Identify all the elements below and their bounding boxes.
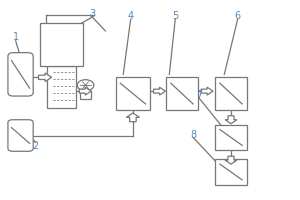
Text: 2: 2 (32, 141, 39, 151)
Polygon shape (154, 87, 166, 95)
Polygon shape (126, 113, 140, 122)
Polygon shape (38, 73, 52, 82)
FancyBboxPatch shape (80, 91, 91, 99)
Polygon shape (225, 156, 237, 164)
FancyBboxPatch shape (8, 53, 33, 96)
Text: 5: 5 (172, 11, 178, 21)
Circle shape (77, 80, 94, 91)
Text: 3: 3 (89, 9, 95, 19)
FancyBboxPatch shape (116, 77, 150, 110)
FancyBboxPatch shape (47, 66, 76, 108)
Text: 4: 4 (128, 11, 134, 21)
FancyBboxPatch shape (215, 125, 247, 150)
Text: 8: 8 (190, 130, 196, 140)
Polygon shape (201, 87, 213, 95)
FancyBboxPatch shape (40, 23, 83, 66)
FancyBboxPatch shape (215, 77, 247, 110)
FancyBboxPatch shape (8, 120, 33, 151)
Polygon shape (225, 116, 237, 124)
FancyBboxPatch shape (215, 159, 247, 185)
FancyBboxPatch shape (166, 77, 198, 110)
Polygon shape (79, 87, 91, 95)
Text: 1: 1 (13, 32, 19, 42)
Text: 7: 7 (196, 90, 202, 100)
Text: 6: 6 (235, 11, 241, 21)
